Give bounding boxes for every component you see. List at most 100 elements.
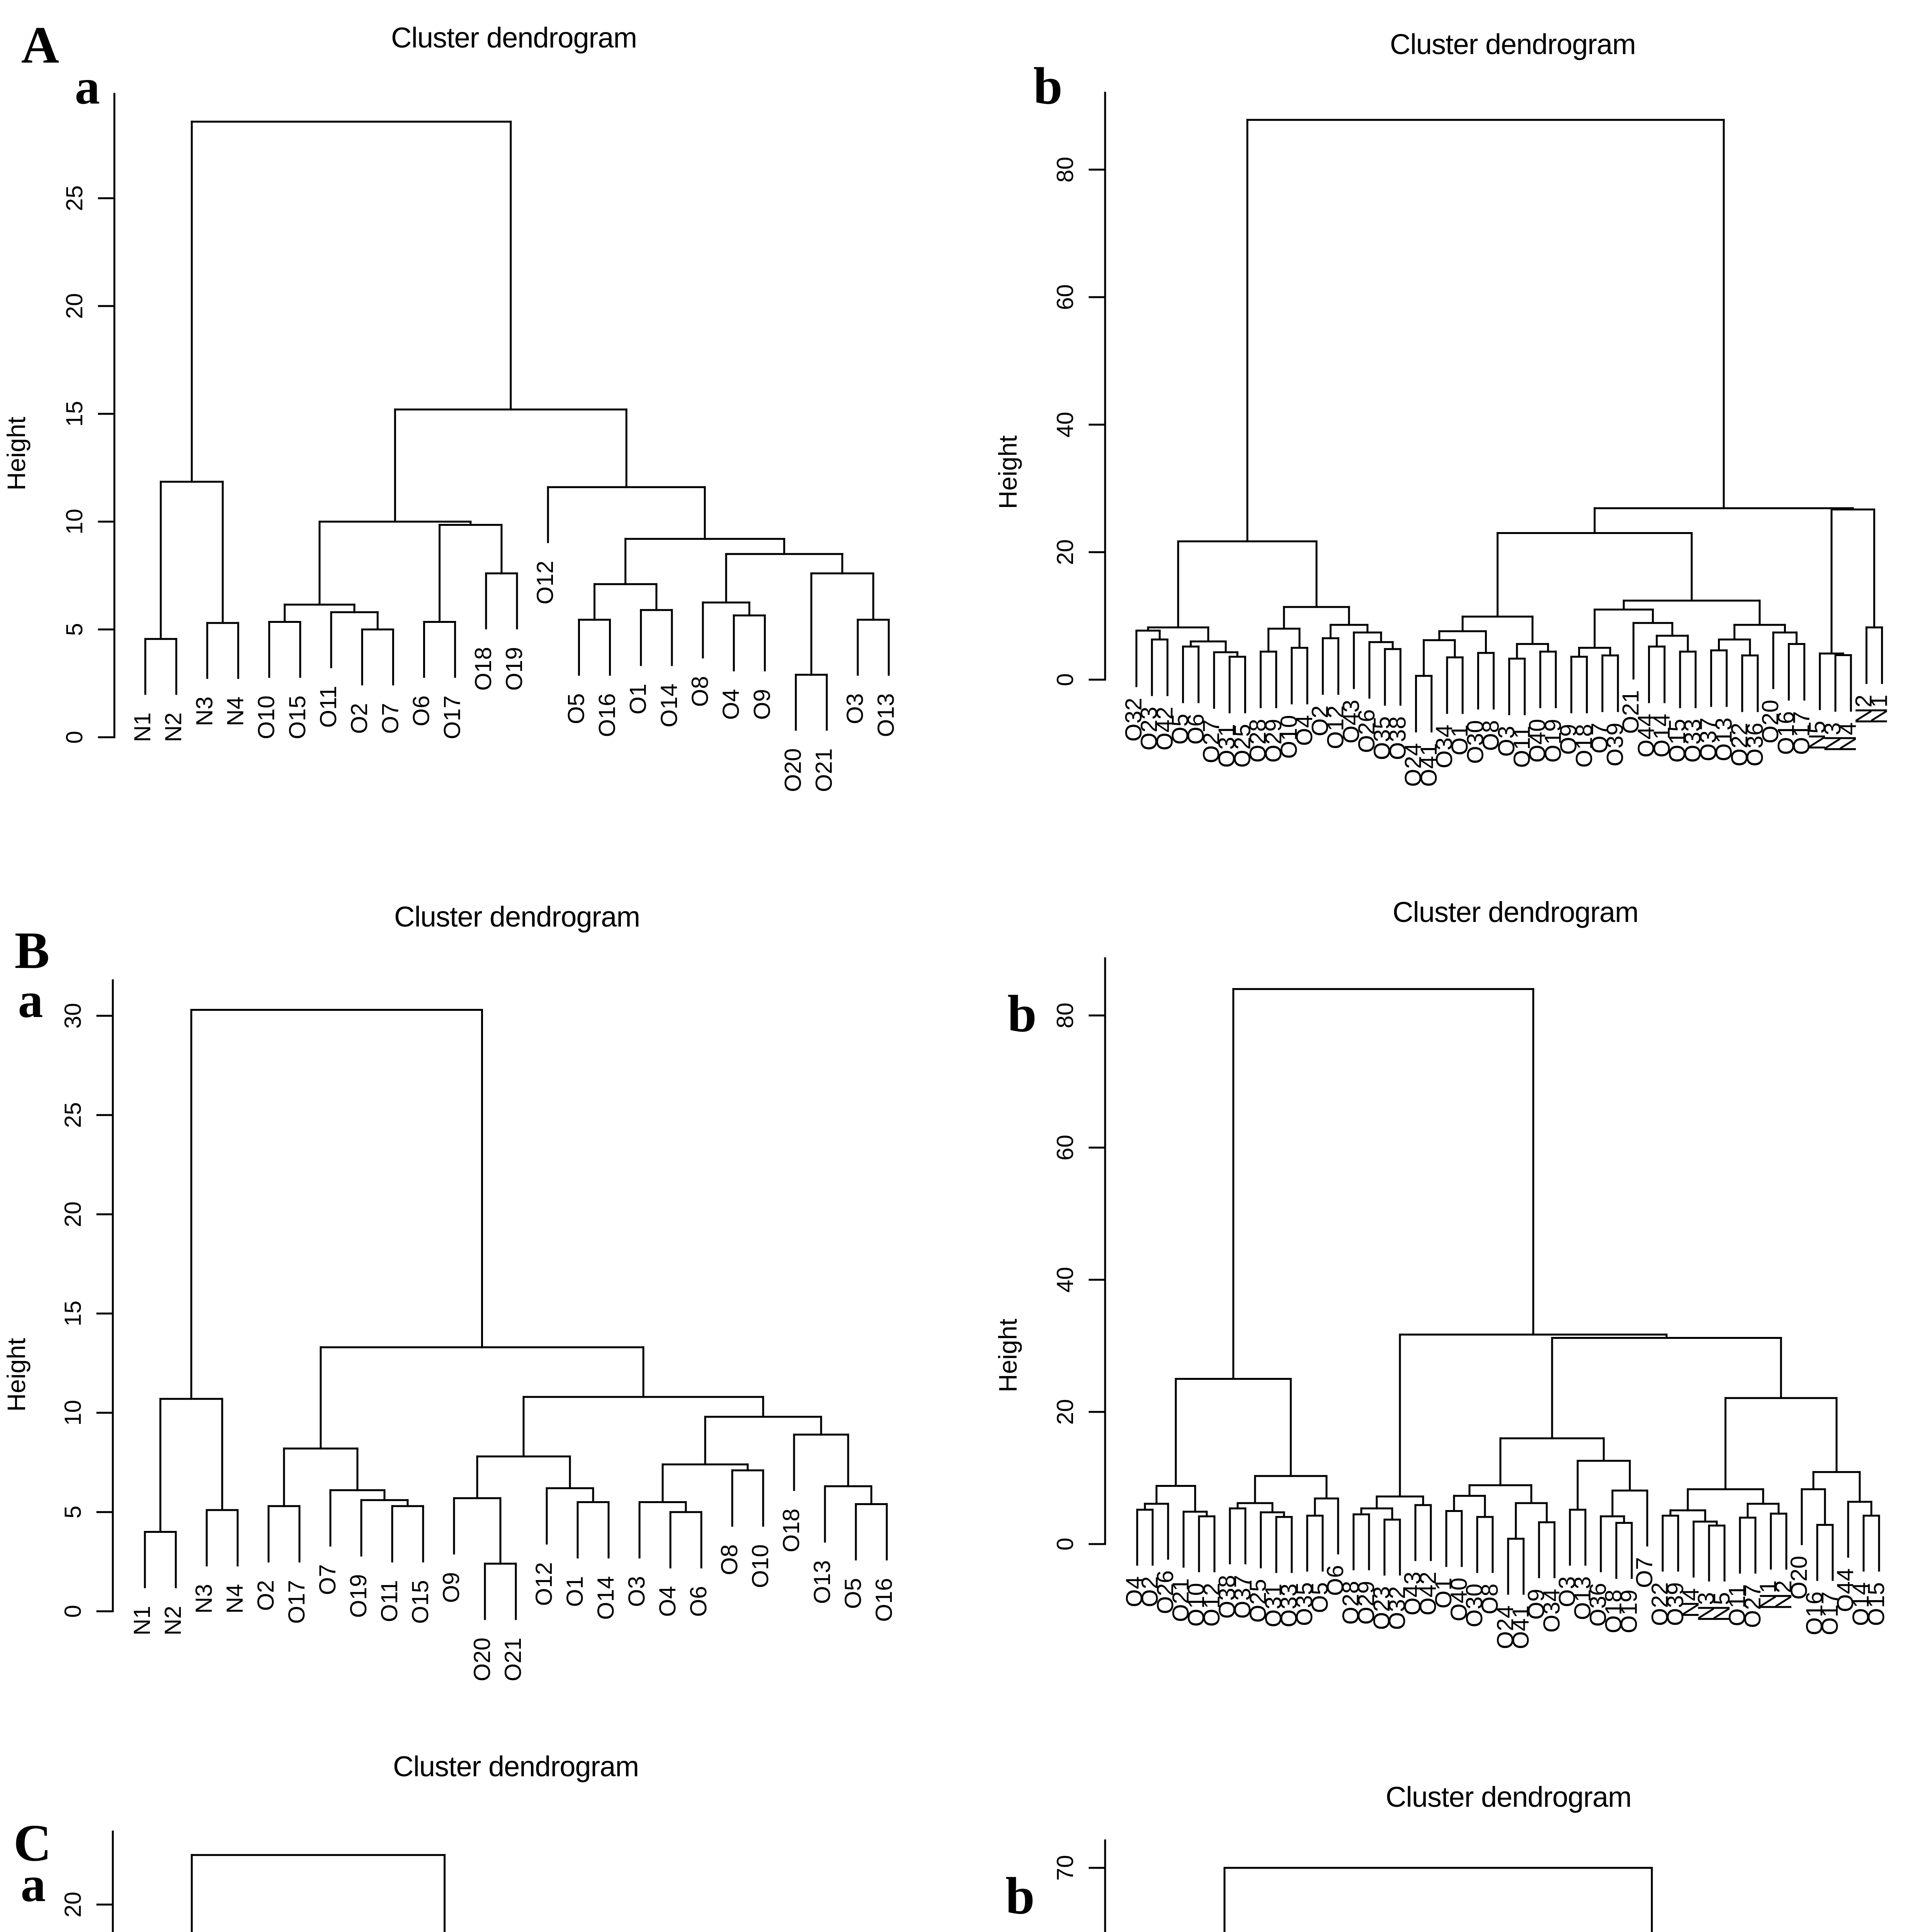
svg-text:O6: O6 <box>1322 1565 1348 1596</box>
svg-text:60: 60 <box>1052 284 1078 310</box>
svg-text:O38: O38 <box>1214 1575 1240 1619</box>
svg-text:O3: O3 <box>842 693 868 724</box>
svg-text:O11: O11 <box>1509 726 1535 768</box>
svg-text:O4: O4 <box>1121 1576 1147 1607</box>
svg-text:O21: O21 <box>1168 1578 1194 1622</box>
svg-text:O33: O33 <box>1680 719 1706 762</box>
svg-text:N4: N4 <box>223 697 248 726</box>
svg-text:O16: O16 <box>871 1578 897 1622</box>
svg-text:O32: O32 <box>1384 1586 1410 1630</box>
svg-text:N5: N5 <box>1804 721 1830 750</box>
svg-text:O20: O20 <box>780 748 806 792</box>
svg-text:O15: O15 <box>1664 719 1690 762</box>
svg-text:O26: O26 <box>1152 1570 1178 1614</box>
svg-text:O5: O5 <box>1167 714 1193 745</box>
svg-text:a: a <box>75 59 100 115</box>
svg-text:O40: O40 <box>1524 719 1550 762</box>
svg-text:O6: O6 <box>408 696 434 726</box>
svg-text:O8: O8 <box>716 1544 742 1575</box>
svg-text:O25: O25 <box>1245 1579 1271 1622</box>
svg-text:N3: N3 <box>191 697 217 726</box>
svg-text:O32: O32 <box>1121 698 1146 742</box>
svg-text:O13: O13 <box>1711 718 1737 761</box>
svg-text:Cluster dendrogram: Cluster dendrogram <box>1390 28 1636 60</box>
svg-text:O39: O39 <box>1602 723 1628 766</box>
svg-text:O36: O36 <box>1585 1583 1611 1627</box>
svg-text:N4: N4 <box>1678 1588 1704 1618</box>
svg-text:O19: O19 <box>345 1574 371 1618</box>
svg-text:N4: N4 <box>1835 722 1861 752</box>
svg-text:O12: O12 <box>531 1562 557 1606</box>
svg-text:O18: O18 <box>1571 724 1597 768</box>
svg-text:B: B <box>15 922 50 980</box>
svg-text:O2: O2 <box>1307 706 1333 736</box>
svg-text:O4: O4 <box>655 1586 680 1617</box>
svg-text:5: 5 <box>60 1506 86 1519</box>
svg-text:O35: O35 <box>1369 716 1395 760</box>
svg-text:O10: O10 <box>1276 715 1302 759</box>
svg-text:O21: O21 <box>811 748 837 792</box>
svg-text:C: C <box>14 1814 51 1872</box>
svg-text:O27: O27 <box>1740 1584 1765 1628</box>
svg-text:O29: O29 <box>1260 719 1286 762</box>
svg-text:O4: O4 <box>1291 715 1317 746</box>
svg-text:O3: O3 <box>1554 1576 1580 1607</box>
svg-text:N1: N1 <box>1866 695 1892 724</box>
svg-text:N5: N5 <box>1709 1592 1735 1622</box>
svg-text:O8: O8 <box>687 676 713 707</box>
svg-text:a: a <box>18 973 43 1028</box>
svg-text:O18: O18 <box>1600 1590 1626 1633</box>
svg-text:O4: O4 <box>718 689 744 720</box>
svg-text:O20: O20 <box>1757 700 1783 743</box>
svg-text:O7: O7 <box>1631 1557 1657 1588</box>
svg-text:N2: N2 <box>160 1606 186 1636</box>
svg-text:O6: O6 <box>685 1586 711 1617</box>
svg-text:O15: O15 <box>407 1580 433 1624</box>
svg-text:20: 20 <box>1052 539 1078 565</box>
svg-text:O7: O7 <box>1587 723 1612 753</box>
svg-text:0: 0 <box>61 731 87 743</box>
svg-text:O23: O23 <box>1369 1586 1395 1630</box>
svg-text:O14: O14 <box>1649 714 1675 757</box>
svg-text:O43: O43 <box>1400 1571 1425 1615</box>
svg-text:O17: O17 <box>1789 711 1815 755</box>
svg-text:O1: O1 <box>625 684 651 714</box>
svg-text:O41: O41 <box>1508 1605 1534 1649</box>
svg-text:80: 80 <box>1052 1003 1078 1029</box>
svg-text:O11: O11 <box>376 1580 402 1622</box>
svg-text:70: 70 <box>1052 1855 1078 1881</box>
svg-text:O5: O5 <box>1307 1582 1333 1613</box>
svg-text:O34: O34 <box>1539 1589 1565 1633</box>
svg-text:20: 20 <box>61 293 87 319</box>
svg-text:O3: O3 <box>624 1576 650 1607</box>
svg-text:O24: O24 <box>1492 1605 1518 1649</box>
svg-text:O23: O23 <box>1136 707 1162 750</box>
svg-text:O10: O10 <box>747 1544 773 1588</box>
svg-text:Cluster dendrogram: Cluster dendrogram <box>393 1750 639 1782</box>
svg-text:Cluster dendrogram: Cluster dendrogram <box>391 22 637 54</box>
svg-text:O40: O40 <box>1446 1578 1472 1621</box>
svg-text:O13: O13 <box>873 693 899 737</box>
svg-text:O12: O12 <box>532 561 558 604</box>
svg-text:O14: O14 <box>1848 1582 1874 1626</box>
svg-text:O6: O6 <box>1183 714 1209 745</box>
svg-text:O16: O16 <box>1801 1592 1827 1635</box>
svg-text:O15: O15 <box>284 696 310 739</box>
svg-text:O33: O33 <box>1276 1583 1302 1627</box>
svg-text:O7: O7 <box>315 1564 340 1595</box>
svg-text:10: 10 <box>61 509 87 535</box>
svg-text:b: b <box>1033 57 1063 115</box>
svg-text:O14: O14 <box>593 1576 619 1620</box>
svg-text:O41: O41 <box>1416 743 1442 787</box>
svg-text:O3: O3 <box>1493 726 1519 757</box>
svg-text:O30: O30 <box>1462 720 1488 764</box>
svg-text:O15: O15 <box>1863 1582 1889 1626</box>
svg-text:0: 0 <box>1052 1537 1078 1550</box>
svg-text:Height: Height <box>2 1338 31 1412</box>
svg-text:O5: O5 <box>840 1578 866 1609</box>
svg-text:O18: O18 <box>470 647 496 690</box>
svg-text:40: 40 <box>1052 412 1078 438</box>
svg-text:O11: O11 <box>315 686 341 728</box>
svg-text:O1: O1 <box>562 1576 588 1607</box>
svg-text:O1: O1 <box>1430 1578 1456 1609</box>
